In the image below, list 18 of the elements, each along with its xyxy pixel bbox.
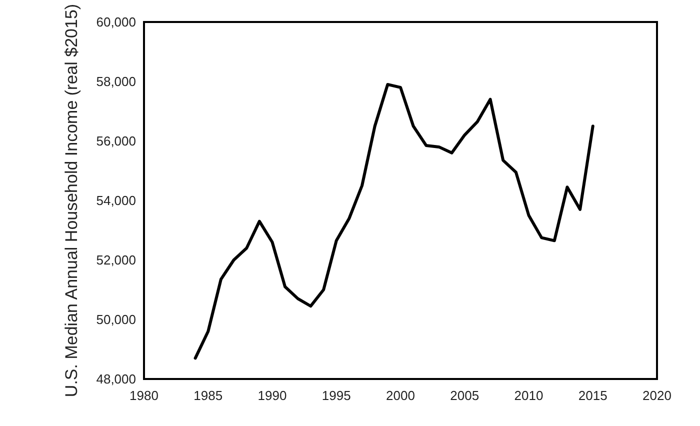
x-tick-label: 2005	[450, 388, 480, 403]
x-tick-label: 1980	[130, 388, 158, 403]
y-tick-label: 58,000	[96, 74, 136, 89]
line-series	[194, 82, 594, 360]
x-tick-label: 2000	[386, 388, 415, 403]
x-tick-label: 1995	[322, 388, 351, 403]
y-tick-label: 52,000	[96, 252, 136, 268]
x-tick-label: 1990	[258, 388, 287, 403]
x-tick-label: 2010	[514, 388, 544, 403]
x-tick-label: 1985	[194, 388, 223, 403]
y-tick-label: 60,000	[96, 14, 136, 30]
y-tick-label: 56,000	[96, 134, 136, 148]
y-tick-label: 54,000	[96, 193, 136, 208]
y-axis-title: U.S. Median Annual Household Income (real $2015)	[62, 4, 81, 398]
x-tick-label: 2015	[578, 388, 608, 403]
x-tick-label: 2020	[642, 388, 672, 403]
y-tick-label: 50,000	[96, 312, 136, 327]
y-tick-label: 48,000	[96, 372, 136, 386]
